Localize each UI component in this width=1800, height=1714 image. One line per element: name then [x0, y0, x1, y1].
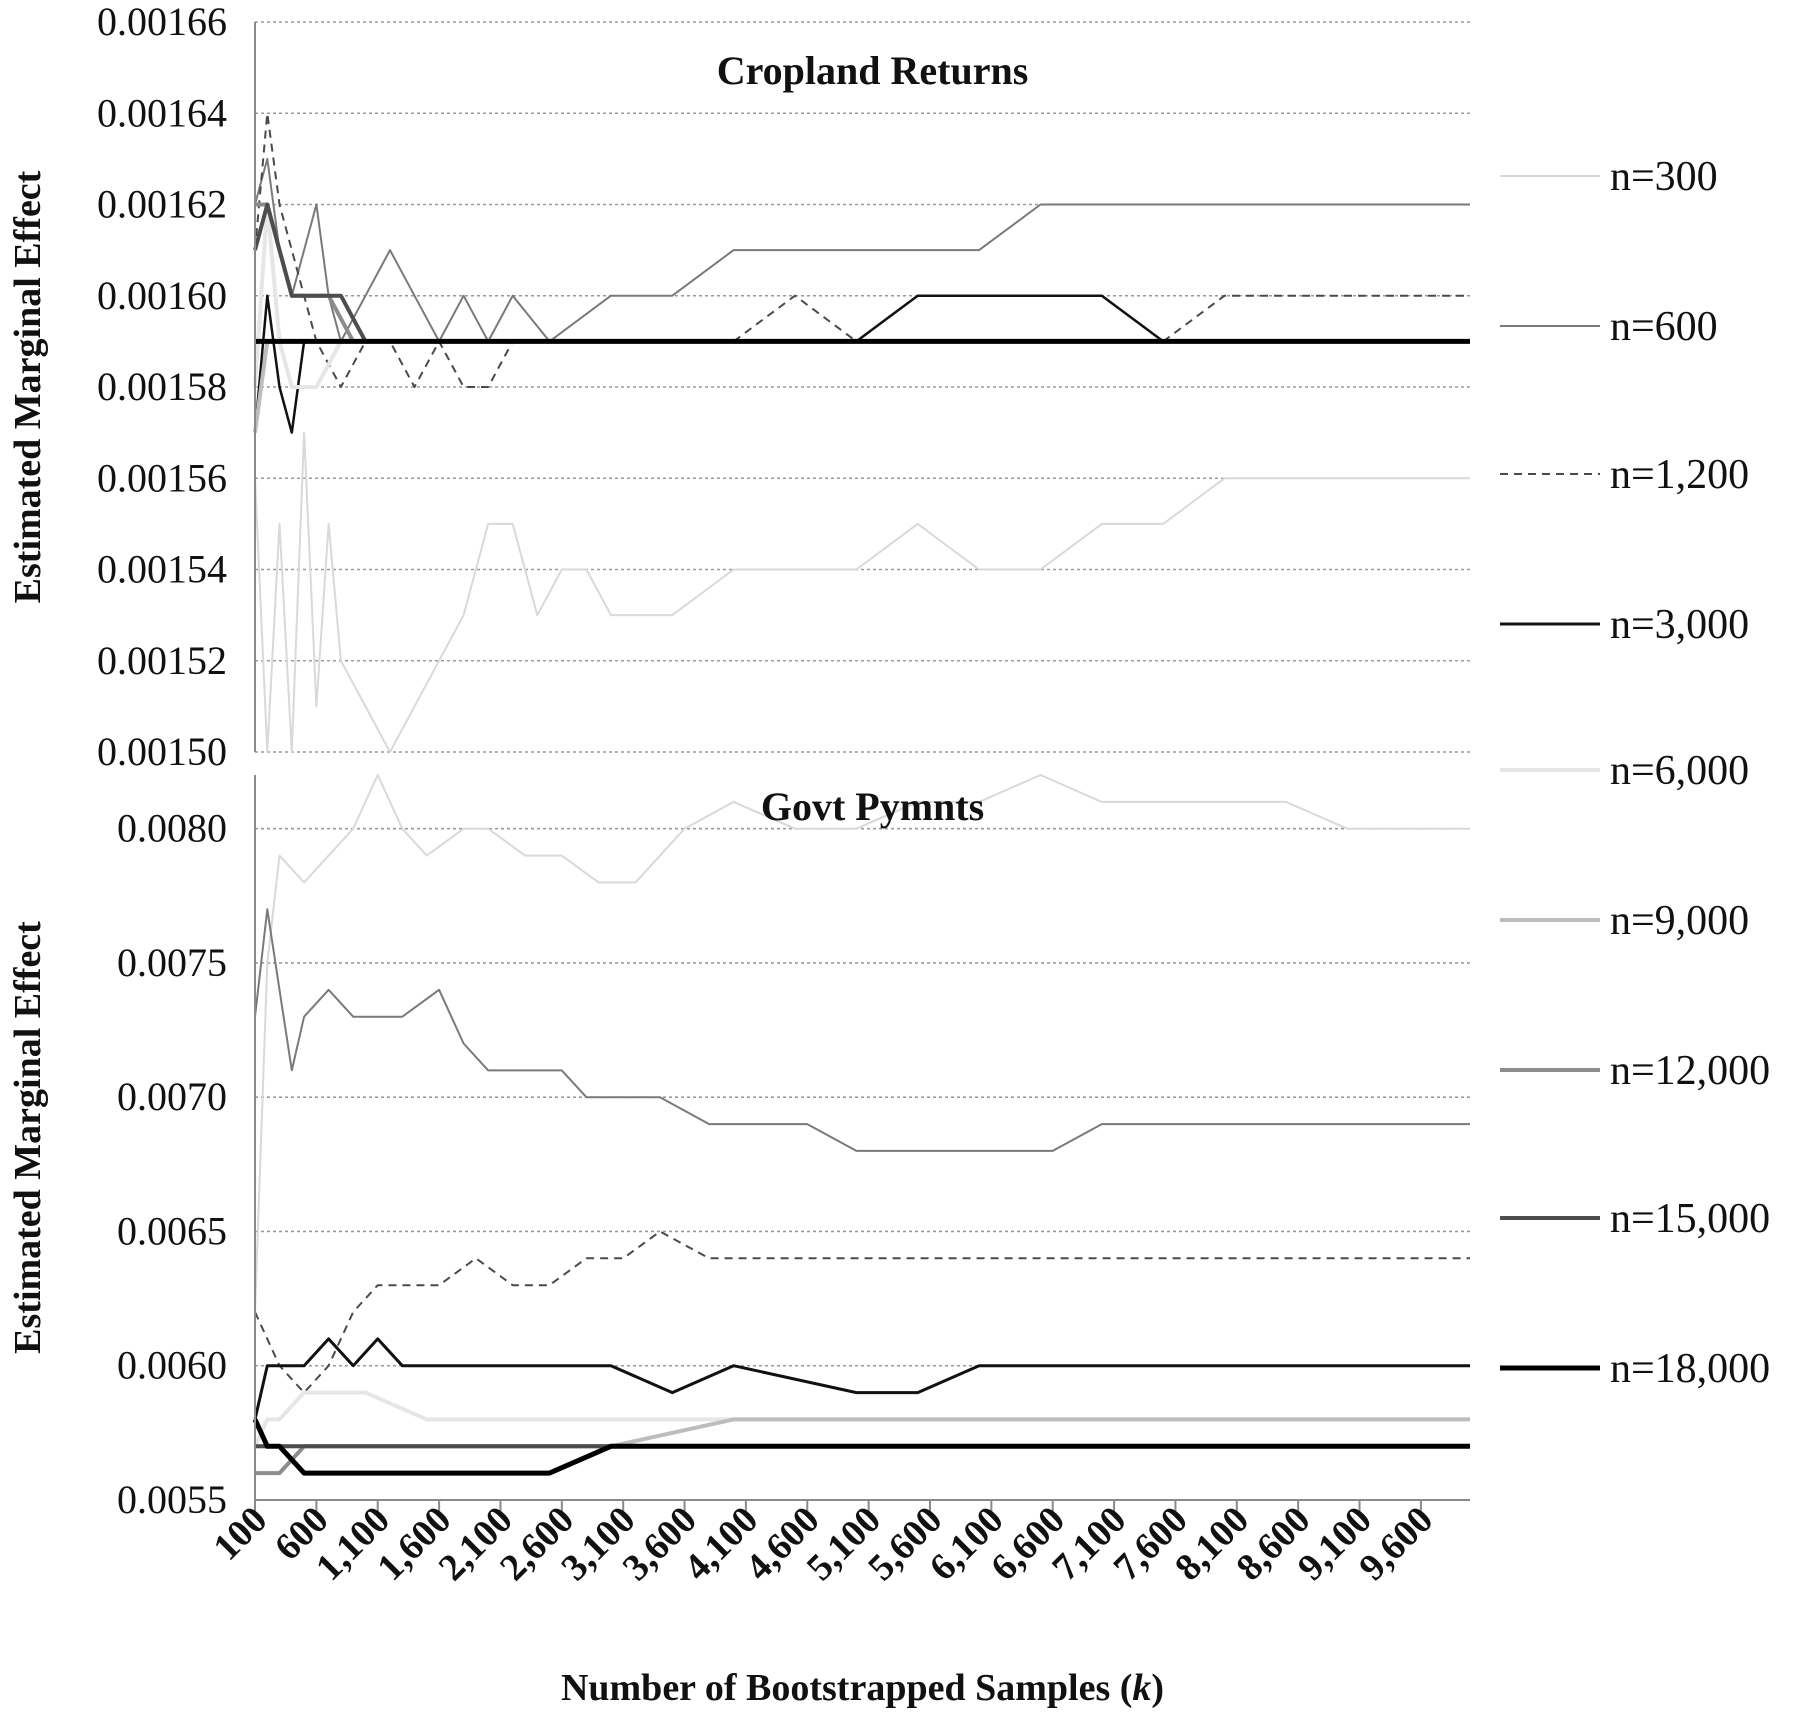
series-line: [254, 431, 1470, 753]
top-y-tick-labels: 0.00166 0.00164 0.00162 0.00160 0.00158 0.001…: [97, 0, 227, 774]
legend-label: n=12,000: [1610, 1048, 1770, 1094]
series-line: [254, 774, 1470, 1313]
y-tick-label: 0.00150: [97, 729, 227, 774]
series-line: [254, 908, 1470, 1152]
y-tick-label: 0.00160: [97, 273, 227, 318]
legend-label: n=15,000: [1610, 1196, 1770, 1242]
legend-label: n=18,000: [1610, 1346, 1770, 1392]
y-tick-label: 0.00166: [97, 0, 227, 44]
x-axis-title: Number of Bootstrapped Samples (k): [561, 1667, 1164, 1709]
y-tick-label: 0.00158: [97, 364, 227, 409]
x-tick-marks: [254, 1500, 1422, 1512]
legend-label: n=3,000: [1610, 602, 1749, 648]
y-tick-label: 0.00164: [97, 90, 227, 135]
bottom-y-axis-title: Estimated Marginal Effect: [7, 921, 49, 1354]
series-line: [253, 294, 1470, 434]
govt-pymnts-panel: 0.0080 0.0075 0.0070 0.0065 0.0060 0.0055 100…: [7, 774, 1470, 1589]
bottom-series-lines: [252, 774, 1470, 1476]
y-tick-label: 0.0055: [117, 1477, 227, 1522]
y-tick-label: 0.0075: [117, 940, 227, 985]
bottom-gridlines: [255, 827, 1470, 1501]
y-tick-label: 0.00162: [97, 182, 227, 227]
y-tick-label: 0.0060: [117, 1343, 227, 1388]
x-axis-title-italic: k: [1132, 1667, 1151, 1709]
x-axis-title-close: ): [1151, 1667, 1164, 1709]
series-line: [253, 202, 1470, 344]
x-tick-labels: 1006001,1001,6002,1002,6003,1003,6004,10…: [205, 1499, 1441, 1589]
bottom-panel-title: Govt Pymnts: [761, 784, 984, 829]
series-line: [255, 1444, 1470, 1476]
cropland-returns-panel: 0.00166 0.00164 0.00162 0.00160 0.00158 0.001…: [7, 0, 1470, 774]
x-axis-title-text: Number of Bootstrapped Samples (: [561, 1667, 1132, 1709]
legend-label: n=1,200: [1610, 452, 1749, 498]
y-tick-label: 0.0070: [117, 1074, 227, 1119]
legend-label: n=9,000: [1610, 898, 1749, 944]
y-tick-label: 0.0080: [117, 806, 227, 851]
series-line: [254, 157, 1470, 343]
top-y-axis-title: Estimated Marginal Effect: [7, 170, 49, 603]
series-line: [254, 1230, 1470, 1394]
series-line: [255, 202, 1470, 344]
legend: n=300 n=600 n=1,200 n=3,000 n=6,000 n=9,000 n=…: [1500, 154, 1770, 1392]
top-gridlines: [255, 21, 1470, 753]
legend-label: n=600: [1610, 304, 1718, 350]
y-tick-label: 0.00156: [97, 455, 227, 500]
x-tick-label: 9,600: [1351, 1499, 1441, 1589]
y-tick-label: 0.00152: [97, 638, 227, 683]
series-line: [253, 1337, 1470, 1420]
y-tick-label: 0.00154: [97, 547, 227, 592]
y-tick-label: 0.0065: [117, 1208, 227, 1253]
top-panel-title: Cropland Returns: [717, 48, 1029, 93]
series-line: [255, 1417, 1470, 1449]
bottom-y-tick-labels: 0.0080 0.0075 0.0070 0.0065 0.0060 0.0055: [117, 806, 227, 1522]
series-line: [252, 1418, 1470, 1476]
legend-label: n=300: [1610, 154, 1718, 200]
legend-label: n=6,000: [1610, 748, 1749, 794]
top-series-lines: [253, 112, 1470, 753]
